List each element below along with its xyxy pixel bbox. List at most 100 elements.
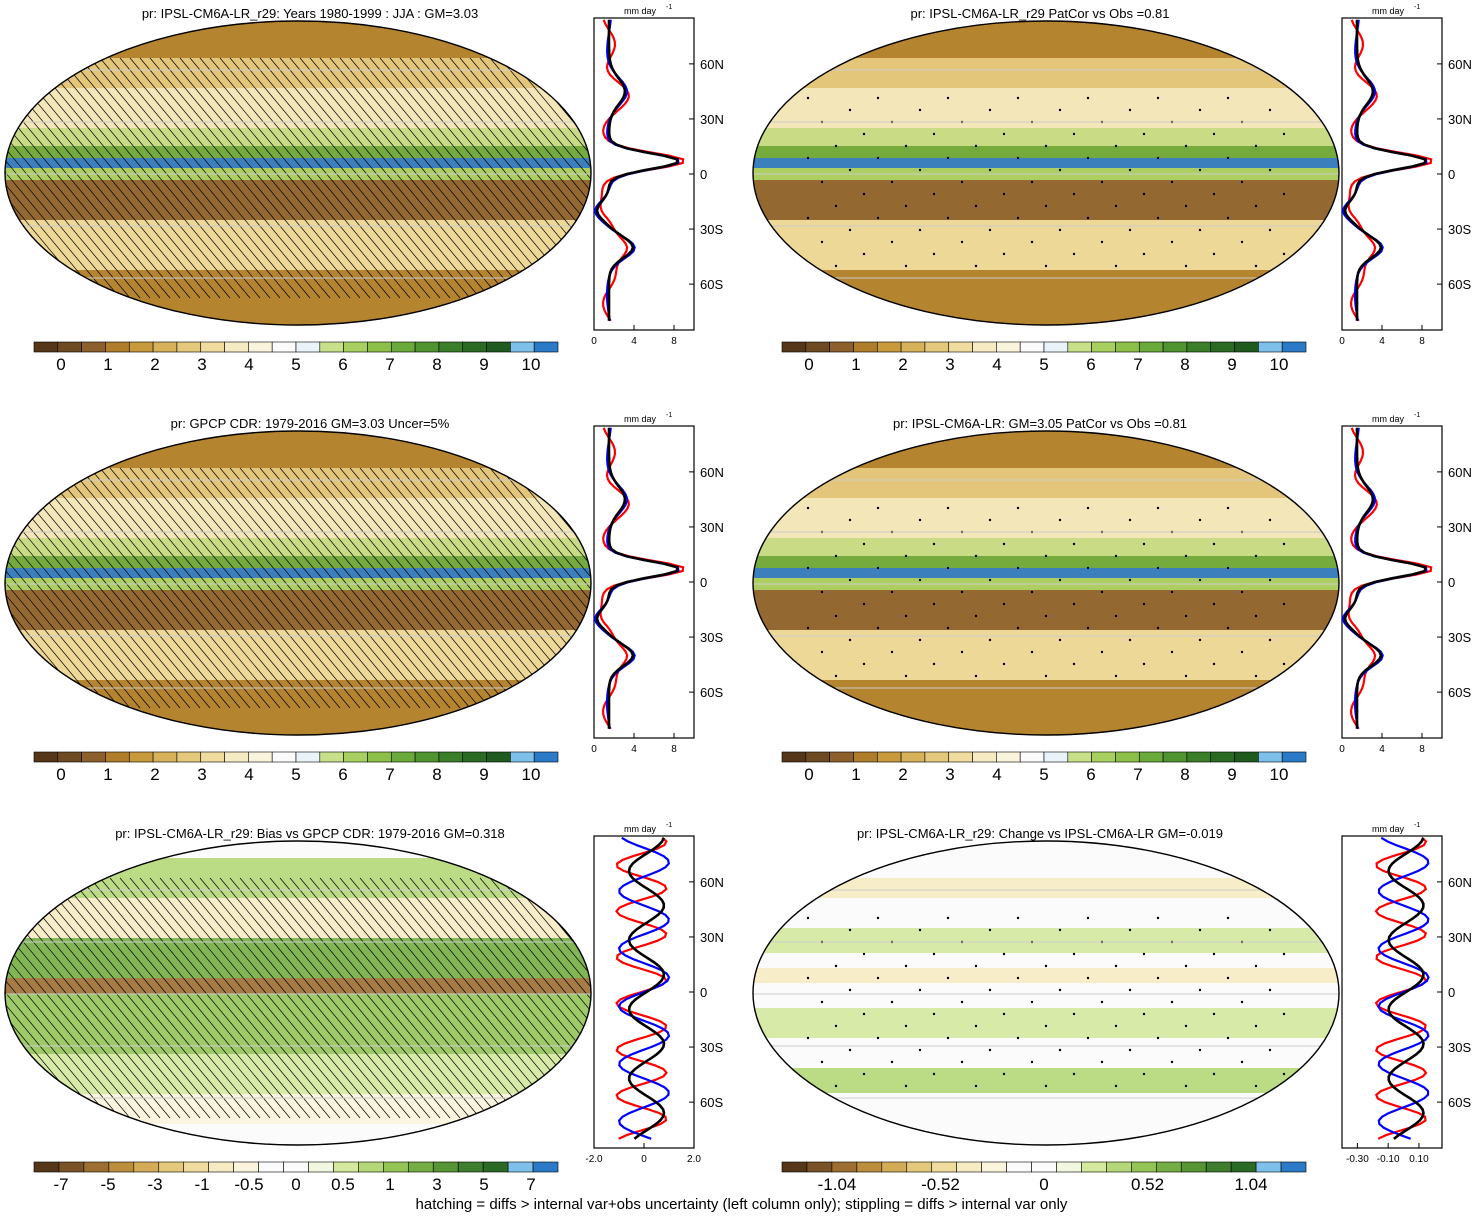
- stipple-dot: [1114, 1084, 1118, 1088]
- hatch-line: [5, 57, 121, 299]
- stipple-dot: [1212, 132, 1216, 136]
- colorbar-tick-label: -1: [194, 1175, 209, 1194]
- stipple-dot: [1100, 1060, 1104, 1064]
- stipple-dot: [932, 1012, 936, 1016]
- stipple-dot: [1072, 132, 1076, 136]
- hatch-line: [289, 877, 491, 1119]
- colorbar-tick-label: 7: [385, 765, 394, 784]
- hatch-line: [369, 467, 571, 709]
- panel-title: pr: IPSL-CM6A-LR: GM=3.05 PatCor vs Obs …: [892, 416, 1188, 431]
- stipple-dot: [1254, 674, 1258, 678]
- hatch-line: [359, 57, 561, 299]
- colorbar-tick-label: 3: [197, 355, 206, 374]
- stipple-dot: [1044, 264, 1048, 268]
- stipple-dot: [1254, 614, 1258, 618]
- hatch-line: [429, 57, 591, 299]
- hatch-line: [199, 467, 401, 709]
- hatch-line: [5, 467, 121, 709]
- lat-tick-label: 60N: [700, 57, 724, 72]
- colorbar-swatch: [319, 341, 344, 353]
- stipple-dot: [1184, 964, 1188, 968]
- stipple-dot: [1198, 108, 1202, 112]
- hatch-line: [459, 467, 591, 709]
- colorbar-swatch: [83, 1161, 110, 1173]
- colorbar-swatch: [532, 1161, 559, 1173]
- stipple-dot: [1198, 1048, 1202, 1052]
- stipple-dot: [1184, 674, 1188, 678]
- hatch-line: [99, 877, 301, 1119]
- colorbar-tick-label: 1.04: [1234, 1175, 1267, 1194]
- hatch-line: [49, 467, 251, 709]
- stipple-dot: [1184, 554, 1188, 558]
- colorbar-tick-label: 0: [291, 1175, 300, 1194]
- stipple-dot: [904, 1084, 908, 1088]
- stipple-dot: [806, 976, 810, 980]
- colorbar-swatch: [57, 751, 82, 763]
- stipple-dot: [1198, 228, 1202, 232]
- colorbar-swatch: [108, 1161, 135, 1173]
- stipple-dot: [932, 1072, 936, 1076]
- colorbar-swatch: [781, 751, 807, 763]
- precip-band: [753, 680, 1339, 735]
- stipple-dot: [1226, 216, 1230, 220]
- stipple-dot: [1086, 976, 1090, 980]
- hatch-line: [449, 57, 591, 299]
- stipple-dot: [1128, 228, 1132, 232]
- stipple-dot: [1128, 928, 1132, 932]
- hatch-line: [319, 57, 521, 299]
- stipple-dot: [960, 590, 964, 594]
- stipple-dot: [932, 952, 936, 956]
- stipple-dot: [1058, 988, 1062, 992]
- hatch-line: [69, 877, 271, 1119]
- hatch-line: [229, 57, 431, 299]
- stipple-dot: [1254, 144, 1258, 148]
- stipple-dot: [1268, 1048, 1272, 1052]
- hatch-line: [5, 467, 141, 709]
- colorbar-swatch: [507, 1161, 534, 1173]
- hatch-line: [239, 57, 441, 299]
- lat-tick-label: 60N: [700, 875, 724, 890]
- map-panel: [4, 840, 592, 1146]
- hatch-line: [89, 467, 291, 709]
- lat-tick-label: 60S: [700, 1095, 723, 1110]
- colorbar-tick-label: 1: [851, 355, 860, 374]
- hatch-line: [329, 877, 531, 1119]
- stipple-dot: [1072, 542, 1076, 546]
- hatch-line: [319, 877, 521, 1119]
- hatch-line: [69, 57, 271, 299]
- colorbar-swatch: [1281, 751, 1307, 763]
- stipple-dot: [1016, 626, 1020, 630]
- stipple-dot: [918, 638, 922, 642]
- hatch-line: [269, 877, 471, 1119]
- stipple-dot: [974, 1084, 978, 1088]
- hatch-line: [59, 877, 261, 1119]
- colorbar-swatch: [781, 341, 807, 353]
- zonal-mean-line: [627, 837, 666, 1140]
- colorbar-tick-label: 10: [522, 355, 541, 374]
- stipple-dot: [834, 144, 838, 148]
- stipple-dot: [1184, 204, 1188, 208]
- colorbar-swatch: [128, 341, 154, 353]
- stipple-dot: [946, 96, 950, 100]
- stipple-dot: [960, 1000, 964, 1004]
- colorbar-swatch: [1210, 751, 1235, 763]
- stipple-dot: [1016, 1036, 1020, 1040]
- hatch-line: [239, 877, 441, 1119]
- colorbar-swatch: [1205, 1161, 1232, 1173]
- zonal-frame: [1341, 17, 1443, 331]
- lat-tick-label: 30S: [700, 630, 723, 645]
- hatch-line: [509, 467, 591, 709]
- hatch-line: [5, 57, 101, 299]
- zonal-units: mm day: [624, 824, 657, 834]
- lat-tick-label: 60N: [1448, 875, 1472, 890]
- stipple-dot: [1114, 204, 1118, 208]
- hatch-line: [459, 57, 591, 299]
- colorbar-swatch: [1162, 751, 1188, 763]
- colorbar-swatch: [900, 751, 926, 763]
- stipple-dot: [1002, 662, 1006, 666]
- precip-band: [753, 270, 1339, 325]
- map-panel: [4, 430, 592, 736]
- stipple-dot: [1142, 1012, 1146, 1016]
- lat-tick-label: 60S: [1448, 277, 1471, 292]
- stipple-dot: [890, 590, 894, 594]
